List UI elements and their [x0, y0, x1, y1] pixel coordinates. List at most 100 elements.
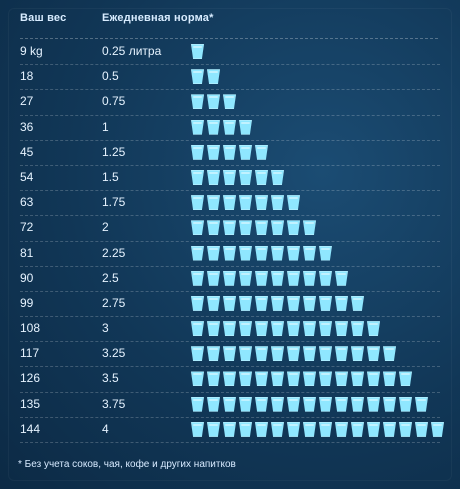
water-glass-icon	[303, 295, 316, 311]
footnote: * Без учета соков, чая, кофе и других на…	[18, 459, 236, 470]
glass-row	[191, 94, 236, 110]
norm-cell: 2.25	[102, 245, 126, 260]
water-glass-icon	[223, 270, 236, 286]
water-table: 9 kg 0.25 литра 18 0.5 27 0.75 36 1 45 1.25 54 1.5 6…	[20, 40, 444, 443]
water-glass-icon	[239, 195, 252, 211]
water-glass-icon	[255, 396, 268, 412]
water-glass-icon	[255, 169, 268, 185]
water-glass-icon	[207, 396, 220, 412]
water-glass-icon	[319, 270, 332, 286]
table-row: 72 2	[20, 216, 440, 242]
water-glass-icon	[351, 295, 364, 311]
water-glass-icon	[287, 295, 300, 311]
norm-column-header: Ежедневная норма*	[102, 12, 214, 24]
table-row: 18 0.5	[20, 65, 440, 91]
water-glass-icon	[351, 396, 364, 412]
water-glass-icon	[223, 169, 236, 185]
weight-cell: 144	[20, 421, 41, 436]
norm-cell: 0.75	[102, 94, 126, 109]
water-glass-icon	[287, 321, 300, 337]
weight-cell: 90	[20, 270, 34, 285]
table-row: 144 4	[20, 418, 444, 443]
water-glass-icon	[191, 195, 204, 211]
water-glass-icon	[239, 346, 252, 362]
water-glass-icon	[191, 245, 204, 261]
weight-cell: 54	[20, 169, 34, 184]
water-glass-icon	[191, 421, 204, 437]
table-header: Ваш вес Ежедневная норма*	[20, 12, 440, 32]
water-glass-icon	[383, 421, 396, 437]
water-glass-icon	[319, 245, 332, 261]
weight-cell: 81	[20, 245, 34, 260]
water-glass-icon	[367, 396, 380, 412]
water-glass-icon	[223, 396, 236, 412]
weight-cell: 108	[20, 321, 41, 336]
norm-cell: 0.5	[102, 69, 119, 84]
norm-cell: 0.25 литра	[102, 44, 162, 58]
water-glass-icon	[271, 371, 284, 387]
water-glass-icon	[223, 295, 236, 311]
water-glass-icon	[351, 371, 364, 387]
norm-cell: 3	[102, 321, 109, 336]
water-glass-icon	[191, 295, 204, 311]
water-glass-icon	[223, 346, 236, 362]
water-glass-icon	[223, 119, 236, 135]
water-glass-icon	[255, 195, 268, 211]
table-row: 99 2.75	[20, 292, 440, 318]
water-glass-icon	[223, 220, 236, 236]
glass-row	[191, 321, 380, 337]
water-glass-icon	[271, 245, 284, 261]
water-glass-icon	[367, 371, 380, 387]
water-glass-icon	[303, 321, 316, 337]
water-glass-icon	[287, 421, 300, 437]
norm-cell: 3.75	[102, 396, 126, 411]
water-glass-icon	[351, 321, 364, 337]
water-glass-icon	[207, 295, 220, 311]
glass-row	[191, 119, 252, 136]
table-row: 117 3.25	[20, 342, 440, 368]
table-row: 54 1.5	[20, 166, 440, 192]
water-glass-icon	[319, 421, 332, 437]
water-glass-icon	[191, 220, 204, 236]
weight-column-header: Ваш вес	[20, 12, 67, 24]
water-glass-icon	[415, 396, 428, 412]
water-glass-icon	[207, 69, 220, 85]
water-glass-icon	[335, 421, 348, 437]
water-glass-icon	[287, 346, 300, 362]
weight-cell: 117	[20, 346, 40, 361]
water-glass-icon	[383, 371, 396, 387]
glass-row	[191, 270, 348, 287]
water-glass-icon	[239, 421, 252, 437]
water-glass-icon	[351, 346, 364, 362]
table-row: 63 1.75	[20, 191, 440, 217]
water-glass-icon	[319, 396, 332, 412]
water-glass-icon	[207, 270, 220, 286]
water-glass-icon	[223, 144, 236, 160]
glass-row	[191, 346, 396, 362]
glass-row	[191, 421, 444, 438]
water-glass-icon	[223, 421, 236, 437]
water-glass-icon	[207, 346, 220, 362]
water-glass-icon	[271, 421, 284, 437]
table-row: 45 1.25	[20, 141, 440, 166]
norm-cell: 3.5	[102, 371, 119, 386]
table-row: 126 3.5	[20, 367, 440, 393]
table-row: 36 1	[20, 116, 440, 141]
norm-cell: 3.25	[102, 346, 126, 361]
water-glass-icon	[207, 220, 220, 236]
water-glass-icon	[207, 94, 220, 110]
water-glass-icon	[239, 371, 252, 387]
water-glass-icon	[335, 295, 348, 311]
water-glass-icon	[431, 421, 444, 437]
water-glass-icon	[303, 346, 316, 362]
water-glass-icon	[303, 270, 316, 286]
norm-cell: 1.5	[102, 169, 119, 184]
water-glass-icon	[191, 94, 204, 110]
water-glass-icon	[367, 421, 380, 437]
water-glass-icon	[255, 270, 268, 286]
water-glass-icon	[207, 169, 220, 185]
norm-cell: 1	[102, 119, 109, 134]
water-glass-icon	[239, 220, 252, 236]
water-glass-icon	[191, 396, 204, 412]
water-glass-icon	[335, 270, 348, 286]
